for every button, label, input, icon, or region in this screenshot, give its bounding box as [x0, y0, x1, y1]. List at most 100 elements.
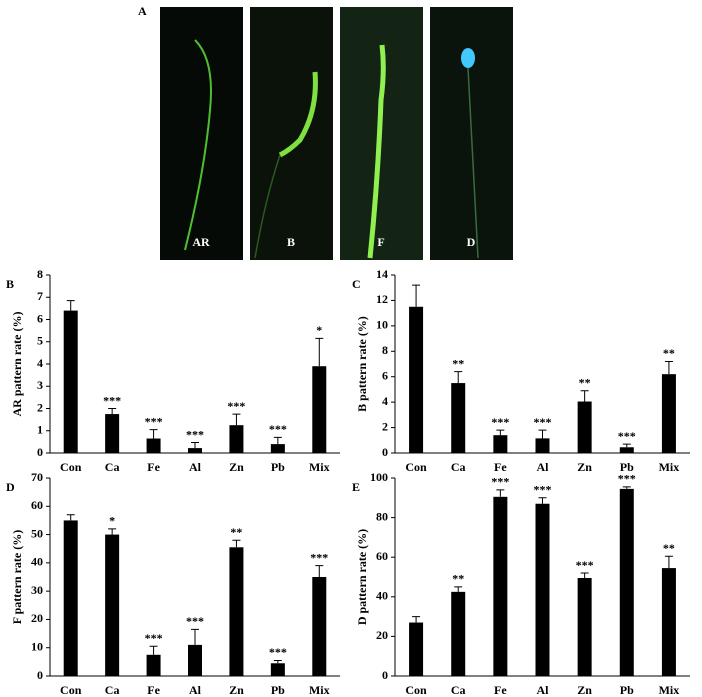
x-tick-label: Ca — [451, 460, 466, 474]
panel-label: A — [138, 4, 147, 18]
bar — [105, 414, 120, 453]
error-bar — [315, 337, 324, 367]
y-tick-label: 2 — [382, 419, 388, 433]
error-bar — [496, 429, 505, 436]
error-bar — [108, 408, 117, 415]
x-tick-label: Zn — [229, 683, 244, 697]
panel-label: E — [352, 480, 360, 494]
y-tick-label: 12 — [376, 292, 388, 306]
bar — [63, 310, 78, 453]
x-tick-label: Pb — [271, 460, 285, 474]
error-bar — [66, 300, 75, 311]
error-bar — [149, 645, 158, 655]
x-tick-label: Ca — [105, 683, 120, 697]
error-bar — [412, 616, 421, 623]
x-tick-label: Con — [405, 460, 427, 474]
y-tick-label: 3 — [37, 378, 43, 392]
error-bar — [108, 528, 117, 535]
sperm — [254, 154, 281, 259]
error-bar — [149, 429, 158, 439]
error-bar — [232, 539, 241, 548]
x-tick-label: Mix — [309, 460, 330, 474]
x-tick-label: Zn — [577, 683, 592, 697]
significance: *** — [534, 415, 552, 429]
y-axis-label: B pattern rate (%) — [355, 316, 369, 412]
x-tick-label: Con — [60, 460, 82, 474]
error-bar — [664, 555, 673, 569]
y-tick-label: 4 — [37, 356, 43, 370]
significance: *** — [227, 399, 245, 413]
x-tick-label: Pb — [620, 460, 634, 474]
bar — [661, 374, 676, 453]
y-tick-label: 100 — [370, 470, 388, 484]
sperm-head — [461, 48, 475, 68]
significance: *** — [269, 422, 287, 436]
significance: ** — [452, 572, 464, 586]
y-tick-label: 40 — [376, 589, 388, 603]
x-tick-label: Al — [189, 460, 202, 474]
bar — [577, 577, 592, 676]
y-tick-label: 8 — [382, 343, 388, 357]
sperm — [467, 67, 479, 259]
bar — [188, 644, 202, 676]
significance: *** — [310, 550, 328, 564]
error-bar — [454, 586, 463, 592]
significance: *** — [534, 483, 552, 497]
image — [160, 7, 243, 260]
bar — [451, 591, 466, 676]
panel-label: D — [6, 480, 15, 494]
bar — [229, 547, 244, 676]
y-tick-label: 30 — [31, 583, 43, 597]
x-tick-label: Pb — [620, 683, 634, 697]
sperm — [278, 71, 318, 158]
image-label: F — [377, 235, 384, 249]
y-tick-label: 0 — [382, 668, 388, 682]
y-tick-label: 1 — [37, 423, 43, 437]
significance: ** — [663, 541, 675, 555]
image-label: D — [467, 235, 476, 249]
x-tick-label: Fe — [494, 460, 507, 474]
x-tick-label: Ca — [451, 683, 466, 697]
y-tick-label: 80 — [376, 509, 388, 523]
x-tick-label: Ca — [105, 460, 120, 474]
significance: *** — [186, 614, 204, 628]
bar — [229, 425, 244, 453]
error-bar — [496, 489, 505, 497]
panel-label: C — [352, 277, 361, 291]
bar — [312, 577, 327, 676]
error-bar — [580, 572, 589, 578]
y-tick-label: 5 — [37, 334, 43, 348]
x-tick-label: Al — [537, 683, 550, 697]
error-bar — [580, 390, 589, 402]
bar — [146, 654, 161, 676]
y-axis-label: D pattern rate (%) — [355, 529, 369, 625]
bar — [63, 520, 78, 676]
y-tick-label: 0 — [382, 445, 388, 459]
x-tick-label: Fe — [147, 460, 160, 474]
bar — [270, 663, 285, 676]
y-tick-label: 7 — [37, 289, 43, 303]
panel-label: B — [6, 277, 14, 291]
x-tick-label: Con — [405, 683, 427, 697]
bar — [535, 503, 550, 676]
error-bar — [412, 284, 421, 307]
error-bar — [664, 360, 673, 375]
error-bar — [622, 443, 631, 448]
significance: ** — [579, 375, 591, 389]
y-tick-label: 14 — [376, 267, 388, 281]
y-tick-label: 40 — [31, 555, 43, 569]
significance: ** — [452, 356, 464, 370]
micrographs — [160, 7, 513, 260]
error-bar — [66, 514, 75, 521]
y-tick-label: 10 — [376, 318, 388, 332]
bar — [409, 306, 424, 453]
x-tick-label: Pb — [271, 683, 285, 697]
x-tick-label: Al — [189, 683, 202, 697]
y-tick-label: 0 — [37, 668, 43, 682]
x-tick-label: Mix — [659, 460, 680, 474]
error-bar — [273, 436, 282, 445]
y-tick-label: 60 — [31, 498, 43, 512]
y-tick-label: 50 — [31, 526, 43, 540]
y-tick-label: 70 — [31, 470, 43, 484]
